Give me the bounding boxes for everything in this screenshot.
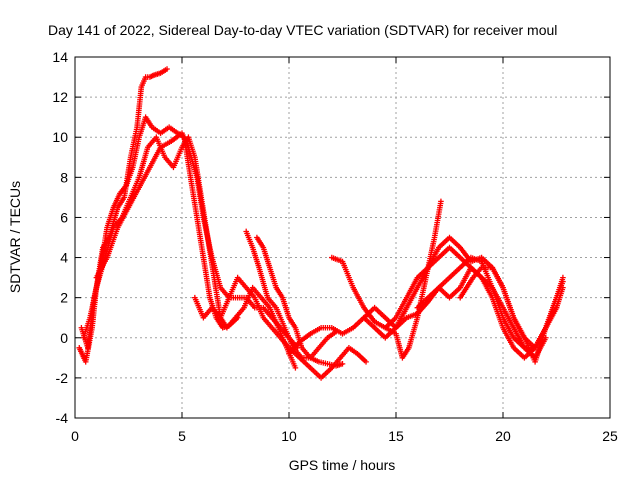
chart-title: Day 141 of 2022, Sidereal Day-to-day VTE… [48, 22, 557, 38]
x-tick-label: 25 [602, 428, 618, 444]
data-point-marker [292, 365, 299, 371]
data-point-marker [560, 278, 566, 285]
x-tick-label: 5 [178, 428, 186, 444]
y-tick-label: 8 [60, 169, 68, 185]
data-point-marker [438, 198, 444, 205]
x-tick-label: 0 [71, 428, 79, 444]
series-arc-13 [457, 264, 566, 365]
y-tick-label: 0 [60, 330, 68, 346]
y-tick-label: 12 [52, 89, 68, 105]
y-tick-label: 4 [60, 250, 68, 266]
y-tick-label: -4 [56, 410, 69, 426]
x-axis-label: GPS time / hours [289, 457, 396, 473]
x-tick-label: 15 [388, 428, 404, 444]
y-tick-label: -2 [56, 370, 69, 386]
data-point-marker [339, 361, 346, 367]
y-axis-label: SDTVAR / TECUs [7, 181, 23, 293]
y-axis-ticks: -4 -2 0 2 4 6 8 10 12 14 [52, 49, 610, 426]
series-arc-11 [382, 234, 566, 351]
data-point-marker [363, 359, 369, 365]
x-tick-label: 20 [495, 428, 511, 444]
data-point-marker [164, 66, 170, 72]
data-series [76, 66, 566, 381]
series-arc-5 [192, 274, 369, 381]
y-tick-label: 2 [60, 290, 68, 306]
plot-frame [74, 56, 611, 419]
y-tick-label: 6 [60, 209, 68, 225]
x-axis-ticks: 0 5 10 15 20 25 [71, 57, 618, 444]
y-tick-label: 10 [52, 129, 68, 145]
y-tick-label: 14 [52, 49, 68, 65]
x-tick-label: 10 [281, 428, 297, 444]
